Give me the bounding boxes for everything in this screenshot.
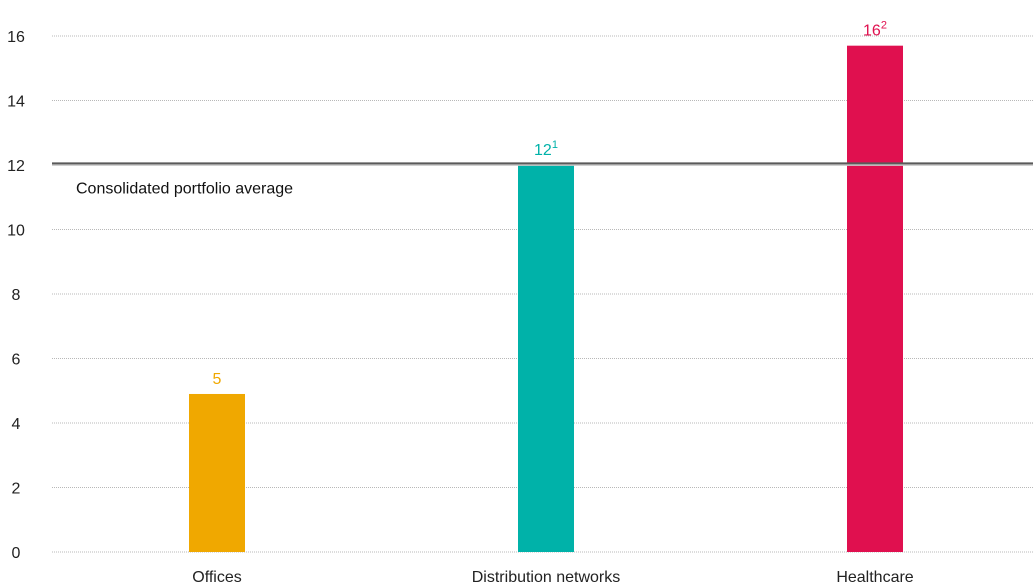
bar-healthcare: [847, 45, 903, 553]
reference-line-label: Consolidated portfolio average: [76, 180, 293, 197]
x-axis: Offices Distribution networks Healthcare: [192, 569, 914, 586]
y-axis: 0 2 4 6 8 10 12 14 16: [7, 29, 25, 562]
x-category-label: Healthcare: [836, 569, 913, 586]
x-category-label: Offices: [192, 569, 242, 586]
y-tick-label: 2: [12, 481, 21, 498]
data-labels: 5 121 162: [213, 20, 887, 388]
bar-offices: [189, 393, 245, 552]
bar-distribution-networks: [518, 165, 574, 552]
data-label-footnote: 2: [881, 20, 887, 32]
bars: [189, 45, 903, 553]
data-label-footnote: 1: [552, 139, 558, 151]
y-tick-label: 4: [12, 416, 21, 433]
y-tick-label: 6: [12, 352, 21, 369]
y-tick-label: 8: [12, 287, 21, 304]
data-label: 162: [863, 20, 887, 40]
data-label-value: 16: [863, 23, 881, 40]
data-label-value: 5: [213, 371, 222, 388]
y-tick-label: 14: [7, 94, 25, 111]
reference-line-group: Consolidated portfolio average: [52, 162, 1033, 197]
y-tick-label: 0: [12, 545, 21, 562]
y-tick-label: 10: [7, 223, 25, 240]
data-label-value: 12: [534, 142, 552, 159]
y-tick-label: 16: [7, 29, 25, 46]
x-category-label: Distribution networks: [472, 569, 621, 586]
y-tick-label: 12: [7, 158, 25, 175]
data-label: 5: [213, 371, 222, 388]
data-label: 121: [534, 139, 558, 159]
